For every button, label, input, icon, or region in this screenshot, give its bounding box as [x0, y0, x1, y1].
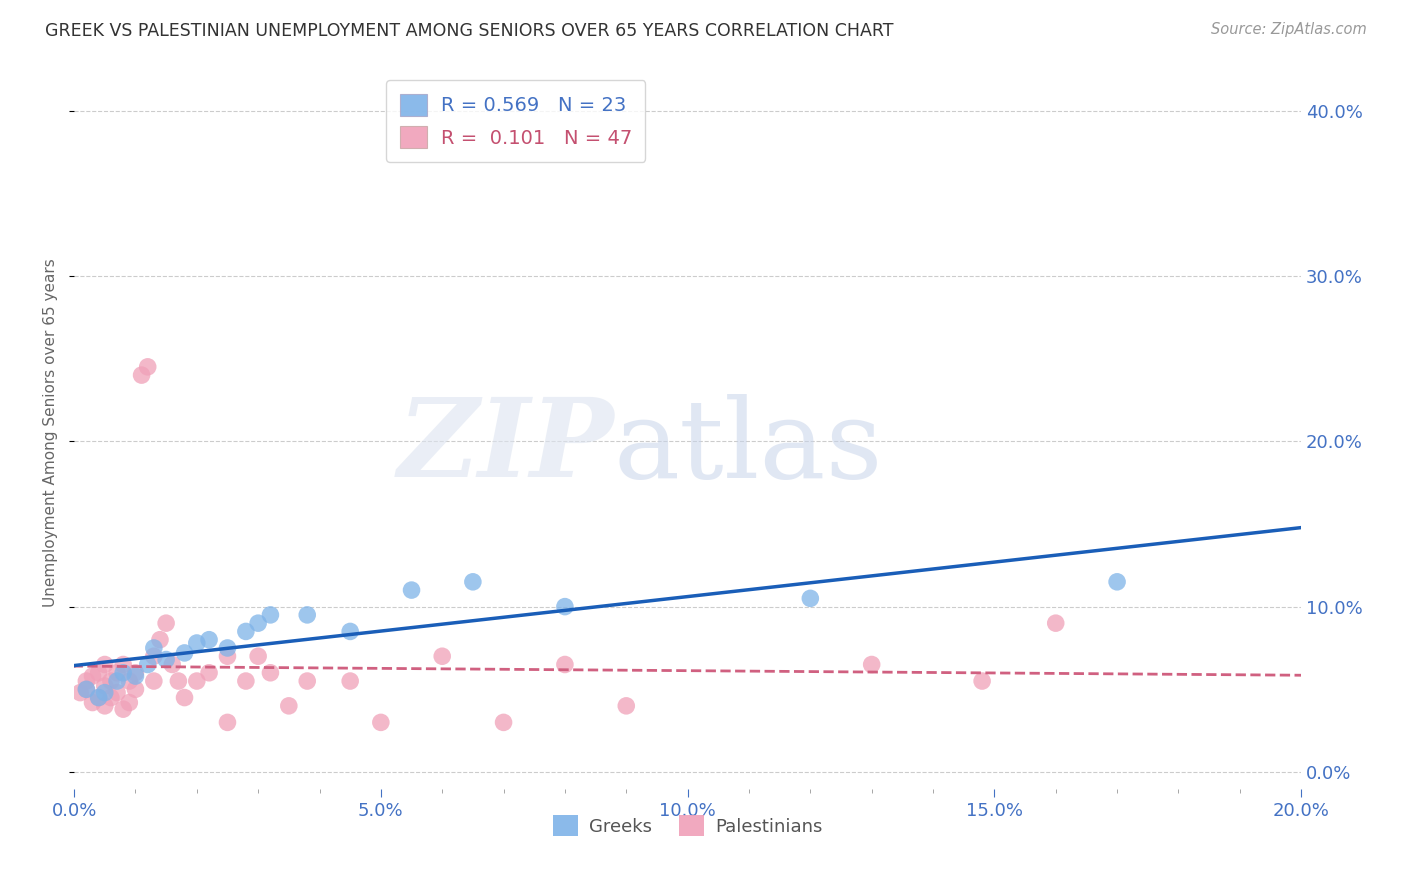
Text: Source: ZipAtlas.com: Source: ZipAtlas.com: [1211, 22, 1367, 37]
Point: [69, 685, 91, 699]
Point: [142, 673, 165, 688]
Point: [217, 649, 239, 664]
Point: [217, 640, 239, 655]
Point: [247, 649, 270, 664]
Y-axis label: Unemployment Among Seniors over 65 years: Unemployment Among Seniors over 65 years: [44, 259, 58, 607]
Point: [105, 665, 128, 680]
Point: [142, 640, 165, 655]
Point: [259, 665, 281, 680]
Point: [1045, 616, 1067, 631]
Point: [155, 616, 177, 631]
Point: [370, 715, 392, 730]
Point: [492, 715, 515, 730]
Point: [235, 624, 257, 639]
Point: [198, 665, 221, 680]
Point: [118, 696, 141, 710]
Text: ZIP: ZIP: [398, 393, 614, 501]
Point: [124, 669, 146, 683]
Point: [105, 685, 128, 699]
Point: [75, 673, 97, 688]
Point: [186, 673, 208, 688]
Point: [112, 702, 135, 716]
Point: [75, 682, 97, 697]
Point: [142, 649, 165, 664]
Point: [94, 698, 117, 713]
Point: [131, 368, 153, 383]
Point: [277, 698, 299, 713]
Point: [136, 359, 159, 374]
Point: [136, 657, 159, 672]
Point: [94, 679, 117, 693]
Point: [297, 607, 319, 622]
Point: [112, 665, 135, 680]
Point: [554, 599, 576, 614]
Point: [259, 607, 281, 622]
Point: [972, 673, 994, 688]
Point: [432, 649, 454, 664]
Point: [247, 616, 270, 631]
Point: [217, 715, 239, 730]
Point: [173, 690, 195, 705]
Legend: Greeks, Palestinians: Greeks, Palestinians: [546, 808, 830, 844]
Point: [94, 685, 117, 699]
Point: [149, 632, 172, 647]
Point: [155, 652, 177, 666]
Point: [124, 682, 146, 697]
Point: [82, 669, 104, 683]
Point: [100, 673, 122, 688]
Text: GREEK VS PALESTINIAN UNEMPLOYMENT AMONG SENIORS OVER 65 YEARS CORRELATION CHART: GREEK VS PALESTINIAN UNEMPLOYMENT AMONG …: [45, 22, 893, 40]
Point: [235, 673, 257, 688]
Point: [162, 657, 184, 672]
Point: [339, 673, 361, 688]
Point: [82, 696, 104, 710]
Point: [614, 698, 637, 713]
Point: [167, 673, 190, 688]
Point: [105, 673, 128, 688]
Point: [554, 657, 576, 672]
Point: [87, 665, 110, 680]
Point: [118, 673, 141, 688]
Point: [186, 636, 208, 650]
Point: [297, 673, 319, 688]
Point: [198, 632, 221, 647]
Point: [1107, 574, 1129, 589]
Point: [94, 657, 117, 672]
Point: [75, 682, 97, 697]
Point: [461, 574, 484, 589]
Point: [860, 657, 883, 672]
Point: [87, 690, 110, 705]
Point: [112, 657, 135, 672]
Point: [100, 690, 122, 705]
Point: [87, 690, 110, 705]
Text: atlas: atlas: [614, 393, 883, 500]
Point: [124, 665, 146, 680]
Point: [401, 583, 423, 598]
Point: [799, 591, 821, 606]
Point: [339, 624, 361, 639]
Point: [173, 646, 195, 660]
